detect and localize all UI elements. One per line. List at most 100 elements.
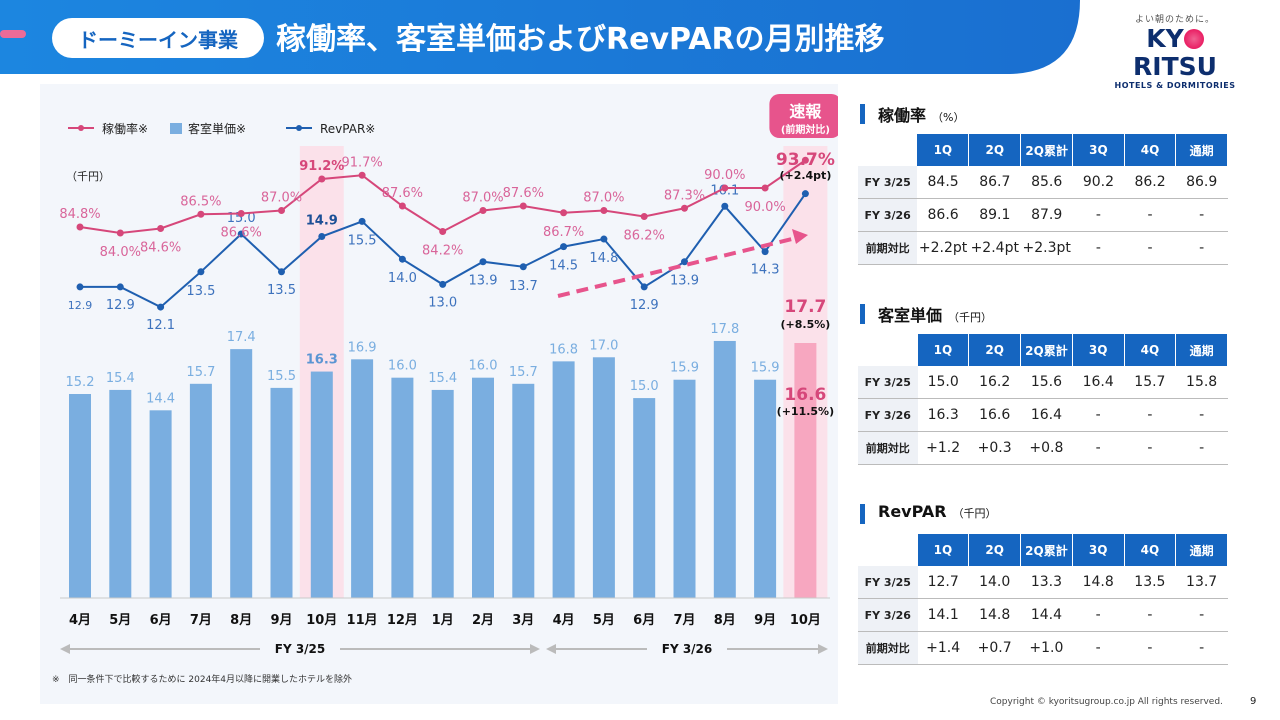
table-cell: +1.0 xyxy=(1020,631,1073,665)
occupancy-value-label: 86.2% xyxy=(624,229,665,244)
fy-arrow-left xyxy=(546,644,556,654)
row-label: FY 3/25 xyxy=(858,166,918,199)
x-tick-label: 10月 xyxy=(790,613,821,628)
occupancy-value-label: 84.6% xyxy=(140,241,181,256)
revpar-value-label: 12.9 xyxy=(106,298,135,313)
table-cell: 14.8 xyxy=(1072,566,1125,599)
table-cell: 86.6 xyxy=(917,198,969,232)
trend-arrow-head xyxy=(792,229,808,244)
table-cell: 89.1 xyxy=(968,198,1021,232)
monthly-chart: 稼働率※ 客室単価※ RevPAR※ （千円） 15.2 15.4 14.4 15.7 17.4… xyxy=(59,94,838,658)
revpar-point xyxy=(398,255,406,263)
bar xyxy=(754,379,777,598)
revpar-value-label: 14.0 xyxy=(388,271,417,286)
x-tick-label: 1月 xyxy=(432,613,454,628)
x-tick-label: 12月 xyxy=(387,613,418,628)
occupancy-point xyxy=(640,213,648,220)
table-cell: - xyxy=(1072,631,1125,665)
bar-value-label: 15.9 xyxy=(751,361,780,376)
occupancy-value-label: 86.5% xyxy=(180,194,221,209)
bar-value-label: 15.4 xyxy=(106,371,135,386)
table-cell: 16.3 xyxy=(917,398,969,432)
occupancy-value-label: 86.7% xyxy=(543,225,584,240)
bar-value-label: 15.2 xyxy=(66,375,95,390)
revpar-value-label: 13.5 xyxy=(267,283,296,298)
bar xyxy=(149,410,172,598)
occupancy-value-label: 87.6% xyxy=(503,186,544,201)
flash-badge xyxy=(769,94,838,138)
revpar-point xyxy=(157,303,165,311)
bar-value-label: 16.3 xyxy=(306,353,338,368)
table-cell: 15.7 xyxy=(1124,366,1176,399)
row-label: FY 3/25 xyxy=(858,366,918,399)
bar-value-label: 16.8 xyxy=(549,342,578,357)
table-cell: - xyxy=(1175,631,1228,665)
column-header: 3Q xyxy=(1072,134,1125,166)
table-row: FY 3/25 12.7 14.0 13.3 14.8 13.5 13.7 xyxy=(858,566,1228,599)
revpar-value-label: 14.9 xyxy=(306,214,338,229)
logo-sun-icon xyxy=(1183,29,1204,49)
bar xyxy=(633,398,656,598)
table-cell: +1.2 xyxy=(917,431,969,465)
x-tick-label: 5月 xyxy=(593,613,615,628)
table-cell: - xyxy=(1124,398,1176,432)
revpar-point xyxy=(278,268,285,276)
table-cell: - xyxy=(1175,198,1228,232)
bar-value-label: 16.0 xyxy=(388,359,417,374)
bar xyxy=(552,361,575,598)
x-tick-label: 4月 xyxy=(69,613,91,628)
copyright: Copyright © kyoritsugroup.co.jp All righ… xyxy=(990,697,1223,707)
column-header: 1Q xyxy=(917,334,970,366)
column-header: 2Q累計 xyxy=(1020,534,1073,566)
bar xyxy=(270,387,293,598)
table-cell: 84.5 xyxy=(917,166,969,199)
row-label: 前期対比 xyxy=(858,431,918,465)
bar-value-label: 16.9 xyxy=(348,340,377,355)
fy-arrow-right xyxy=(530,644,540,654)
bar-value-label: 15.5 xyxy=(267,369,296,384)
table-cell: 16.4 xyxy=(1072,366,1125,399)
bar-value-label: 15.7 xyxy=(186,365,215,380)
table-row: 前期対比 +1.4 +0.7 +1.0- - - xyxy=(858,631,1228,665)
bar-value-label: 17.8 xyxy=(710,322,739,337)
header-band: ドーミーイン事業 稼働率、客室単価およびRevPARの月別推移 よい朝のために。… xyxy=(0,0,1280,90)
revpar-point xyxy=(560,243,568,251)
table-cell: 86.7 xyxy=(968,166,1021,199)
revpar-point xyxy=(600,235,608,243)
occupancy-value-label: 87.6% xyxy=(382,186,423,201)
bar xyxy=(310,371,333,598)
table-cell: +0.7 xyxy=(968,631,1021,665)
bar xyxy=(512,383,535,598)
revpar-point xyxy=(801,190,809,198)
revpar-point xyxy=(479,258,487,266)
revpar-point xyxy=(640,283,648,291)
column-header: 4Q xyxy=(1124,134,1177,166)
table-row: 前期対比 +1.2 +0.3 +0.8- - - xyxy=(858,431,1228,465)
fy-label-bg xyxy=(260,640,340,658)
table-cell: - xyxy=(1175,598,1228,632)
occupancy-table: 1Q 2Q 2Q累計 3Q 4Q 通期 FY 3/25 84.5 86.7 85.6 90.2 86.… xyxy=(858,134,1228,265)
column-header: 1Q xyxy=(917,134,970,166)
table-cell: 15.6 xyxy=(1020,366,1073,399)
legend-label: RevPAR※ xyxy=(320,122,375,136)
chart-panel: 稼働率※ 客室単価※ RevPAR※ （千円） 15.2 15.4 14.4 15.7 17.4… xyxy=(40,84,838,704)
flash-occupancy-change: (+2.4pt) xyxy=(779,169,831,182)
table-cell: 12.7 xyxy=(917,566,969,599)
occupancy-value-label: 84.2% xyxy=(422,244,463,259)
flash-title: 速報 xyxy=(789,102,822,121)
occupancy-point xyxy=(76,223,84,231)
table-cell: 86.9 xyxy=(1175,166,1228,199)
bar-value-label: 16.0 xyxy=(469,359,498,374)
revpar-value-label: 12.1 xyxy=(146,318,175,333)
revpar-table-section: RevPAR （千円） 1Q 2Q 2Q累計 3Q 4Q 通期 FY 3/25 12.7 14.0… xyxy=(858,502,1228,665)
revpar-point xyxy=(318,233,326,241)
revpar-value-label: 14.5 xyxy=(549,259,578,274)
column-header: 2Q xyxy=(968,134,1022,166)
occupancy-point xyxy=(278,207,285,214)
x-tick-label: 10月 xyxy=(306,613,337,628)
x-tick-label: 6月 xyxy=(633,613,655,628)
revpar-value-label: 13.9 xyxy=(670,274,699,289)
table-cell: +2.3pt xyxy=(1020,231,1073,265)
occupancy-point xyxy=(681,204,688,212)
revpar-value-label: 14.3 xyxy=(751,263,780,278)
